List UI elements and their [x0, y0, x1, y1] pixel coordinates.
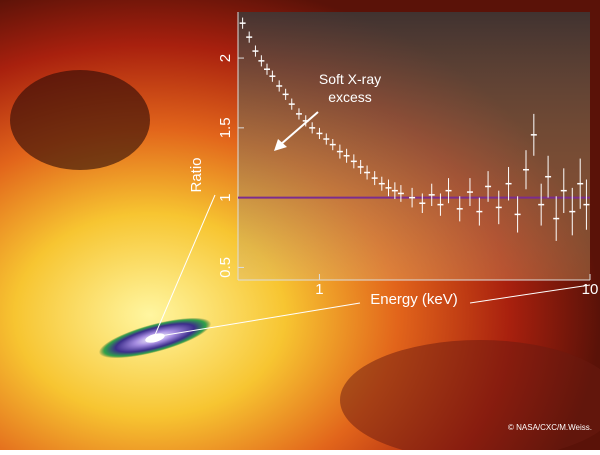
y-tick-label: 0.5 [217, 257, 234, 278]
pointer-line [469, 284, 591, 304]
annotation-box: Soft X-ray excess [318, 71, 382, 105]
x-tick-label: 10 [582, 281, 599, 298]
arrow-head [274, 139, 287, 151]
dark-cloud [10, 70, 150, 170]
dark-cloud [340, 340, 600, 455]
x-tick-label: 1 [315, 281, 323, 298]
x-axis-label: Energy (keV) [370, 291, 458, 308]
credit: © NASA/CXC/M.Weiss. [508, 423, 592, 432]
y-tick-label: 1 [217, 193, 234, 201]
y-axis-label: Ratio [188, 157, 205, 192]
plot-area [238, 12, 590, 280]
pointer-line [154, 194, 216, 336]
annotation: Soft X-ray excess [318, 71, 382, 105]
accretion-disk [98, 317, 212, 359]
y-tick-label: 2 [217, 54, 234, 62]
y-tick-label: 1.5 [217, 117, 234, 138]
pointer-line [159, 302, 361, 337]
annotation-arrow [279, 111, 319, 146]
